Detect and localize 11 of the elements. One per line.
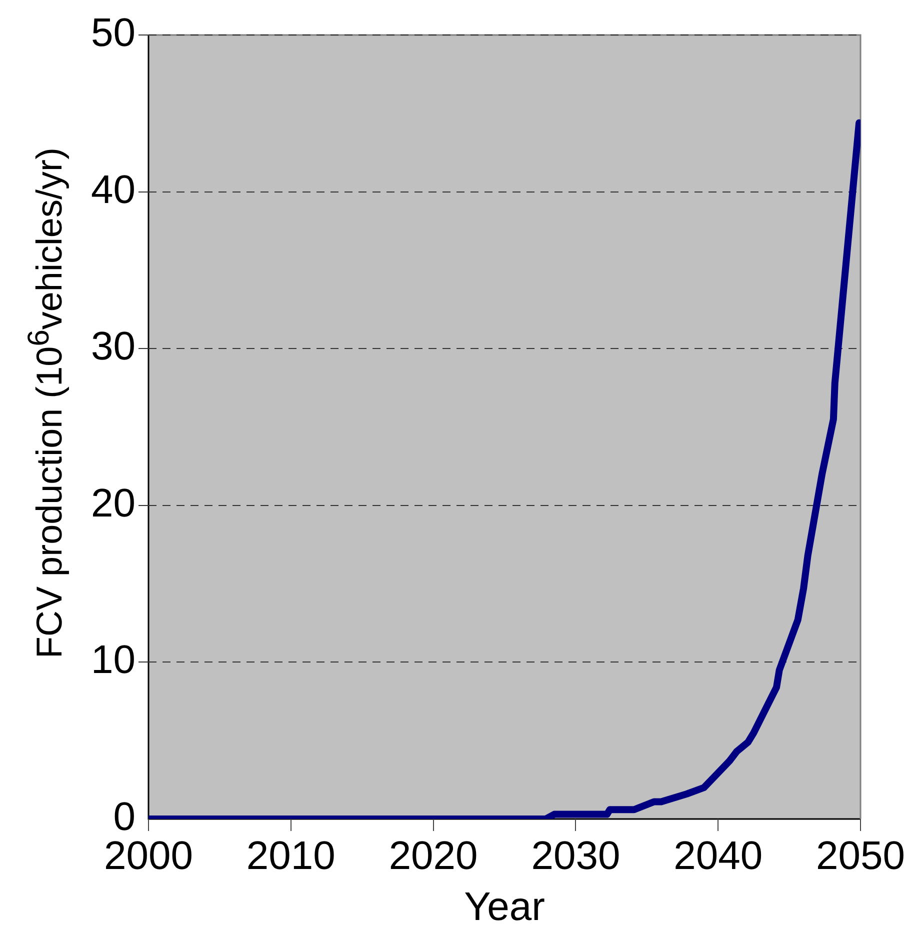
x-tick-label: 2040 <box>674 834 763 878</box>
y-tick-label: 10 <box>90 638 136 682</box>
x-tick-label: 2020 <box>388 834 478 878</box>
x-tick-label: 2050 <box>816 834 905 878</box>
x-axis-title: Year <box>464 885 545 930</box>
y-tick-label: 50 <box>90 11 136 56</box>
x-tick-label: 2010 <box>246 834 336 878</box>
x-tick-label: 2030 <box>531 834 620 878</box>
y-tick-label: 20 <box>90 481 136 526</box>
y-tick-label: 40 <box>90 168 136 212</box>
y-tick-label: 30 <box>90 324 136 369</box>
